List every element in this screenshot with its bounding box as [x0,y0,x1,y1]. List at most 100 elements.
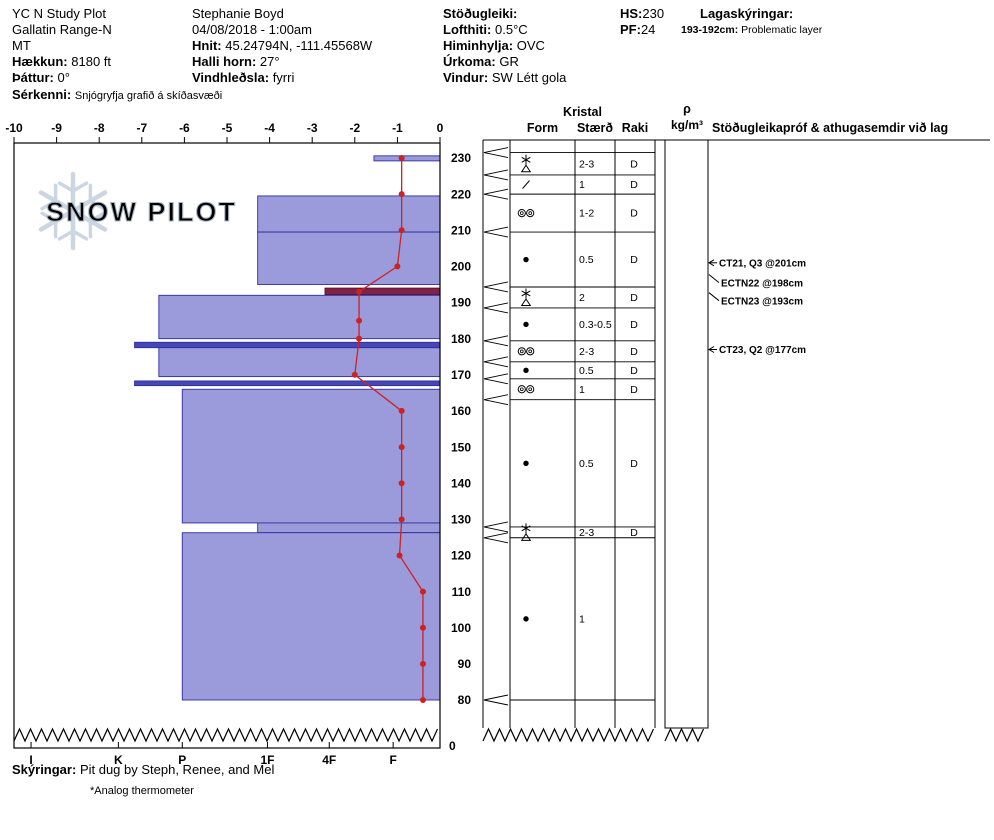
grain-star-icon [521,156,531,163]
precipitation: Úrkoma: GR [443,54,519,69]
temp-axis-label: -2 [349,121,360,135]
depth-axis-label: 170 [451,368,471,382]
temperature-point [398,480,405,487]
layer-boundary-chevron [483,302,509,314]
temp-axis-label: -6 [179,121,190,135]
logo-snowflake-icon [88,211,106,223]
footer-notes: Skýringar: Pit dug by Steph, Renee, and … [12,762,274,777]
sky-value: OVC [516,38,545,53]
hs-value: 230 [642,6,665,21]
depth-axis-label: 230 [451,151,471,165]
temperature-point [419,697,426,703]
depth-axis-label: 180 [451,332,471,346]
pf-value: 24 [640,22,656,37]
special-value: Snjógryfja grafið á skíðasvæði [74,90,223,102]
temperature-point [419,624,426,631]
temperature-point [356,317,363,324]
temperature-point [396,552,403,559]
moisture-column-header: Raki [621,121,649,135]
depth-axis-label: 90 [458,657,472,671]
depth-break-zigzag [482,727,655,743]
temperature-point [351,371,358,378]
test-pointer-line [708,292,720,302]
grain-size-value: 0.5 [579,254,594,266]
grain-cluster-icon [526,347,535,356]
windload-label: Vindhleðsla: [192,70,270,85]
logo-snowflake-icon [88,199,106,211]
aspect-label: Þáttur: [12,70,54,85]
grain-size-value: 2-3 [579,346,594,358]
test-arrow-icon [708,259,715,267]
depth-axis-label: 210 [451,223,471,237]
logo-snowflake-icon [40,199,58,211]
hardness-axis-label: 4F [322,753,336,767]
logo-snowflake-icon [57,229,75,241]
wind-label: Vindur: [443,70,489,85]
snow-layer-bar [158,347,441,378]
test-result-label: CT23, Q2 @177cm [719,345,806,356]
hardness-axis-label: 1F [260,753,274,767]
grain-cluster-icon [528,387,532,392]
grain-cluster-icon [526,385,535,394]
kristal-header: Kristal [563,105,602,119]
layer-boundary-chevron [483,281,509,293]
grain-size-value: 0.5 [579,365,594,377]
elevation-value: 8180 ft [71,54,112,69]
size-column-header: Stærð [576,121,614,135]
windload-value: fyrri [272,70,295,85]
snow-layer-bar [257,231,441,285]
snow-layer-bar [134,380,441,387]
grain-star-icon [521,290,531,297]
aspect-value: 0° [57,70,70,85]
snow-layer-bar [158,294,441,340]
logo-snowflake-icon [71,181,89,193]
logo-snowflake-icon [38,190,108,232]
temp-axis-label: -5 [222,121,233,135]
snow-layer-bar [257,522,441,534]
temperature-point [398,516,405,523]
depth-axis-label: 190 [451,296,471,310]
hardness-axis-label: I [29,753,32,767]
temp-axis-label: -4 [264,121,275,135]
pit-range: Gallatin Range-N [12,22,112,37]
temperature-point [398,155,405,161]
snow-layer-bar [373,155,441,162]
temperature-point [394,263,401,270]
layer-boundary-chevron [483,532,509,544]
test-result-label: CT21, Q3 @201cm [719,258,806,269]
snow-layer-bar [134,341,441,349]
slope-value: 27° [259,54,280,69]
temp-axis-label: 0 [437,121,444,135]
footer-footnote: *Analog thermometer [90,785,194,797]
layer-boundary-chevron [483,147,509,159]
test-arrow-icon [708,346,715,353]
layer-boundary-chevron [483,169,509,181]
moisture-value: D [630,458,638,470]
depth-axis-label: 150 [451,440,471,454]
grain-facet-icon [520,298,532,306]
logo-snowflake-icon [57,181,75,193]
depth-axis-label: 80 [458,693,472,707]
logo-snowflake-icon [71,229,89,241]
hardness-axis-label: K [114,753,123,767]
problem-layer-bar [324,287,441,296]
temperature-point [398,444,405,451]
layer-boundary-chevron [483,373,509,385]
grain-cluster-icon [526,209,535,218]
temp-axis-label: -8 [94,121,105,135]
observer-name: Stephanie Boyd [192,6,284,21]
grain-size-value: 0.3-0.5 [579,319,612,331]
grain-facet-icon [520,164,532,173]
grain-cluster-icon [517,385,526,394]
temperature-point [356,288,363,295]
special-label: Sérkenni: [12,87,72,102]
layer-boundary-chevron [483,394,509,406]
pit-state: MT [12,38,31,53]
footer-note-text: Pit dug by Steph, Renee, and Mel [79,762,275,777]
test-result-label: ECTN22 @198cm [721,279,803,290]
depth-axis-label: 110 [452,585,472,599]
slope-angle: Halli horn: 27° [192,54,280,69]
snow-layer-bar [181,532,441,701]
density-column [664,139,709,729]
